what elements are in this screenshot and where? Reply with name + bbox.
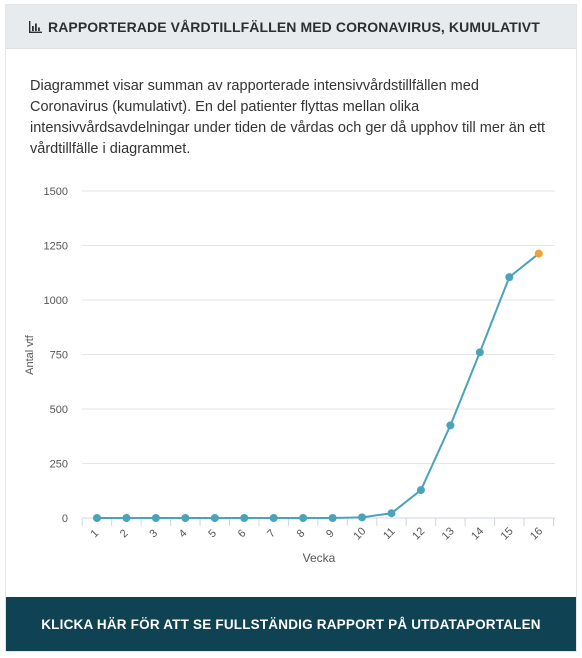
y-tick-label: 1500 <box>44 186 68 198</box>
x-tick-label: 16 <box>528 525 545 542</box>
data-point[interactable] <box>358 513 367 522</box>
data-point[interactable] <box>446 421 455 430</box>
x-tick-label: 5 <box>206 527 219 540</box>
card-title: RAPPORTERADE VÅRDTILLFÄLLEN MED CORONAVI… <box>48 18 540 35</box>
series-points <box>93 249 543 522</box>
data-point[interactable] <box>299 514 308 522</box>
x-tick-label: 13 <box>440 525 457 542</box>
y-tick-label: 500 <box>50 404 68 416</box>
report-card: RAPPORTERADE VÅRDTILLFÄLLEN MED CORONAVI… <box>5 4 577 652</box>
y-axis-ticks: 0 250 500 750 1000 1250 1500 <box>44 186 68 525</box>
data-point[interactable] <box>151 514 160 522</box>
y-tick-label: 1000 <box>44 295 68 307</box>
x-axis: 1 2 3 4 5 6 7 8 9 10 11 12 13 14 15 16 <box>81 518 554 543</box>
x-tick-label: 12 <box>410 525 427 542</box>
data-point[interactable] <box>122 514 131 522</box>
bar-chart-icon <box>29 20 42 33</box>
data-point[interactable] <box>210 514 219 522</box>
data-point[interactable] <box>328 514 337 522</box>
y-axis-label: Antal vtf <box>24 334 36 375</box>
chart-description: Diagrammet visar summan av rapporterade … <box>30 78 546 157</box>
x-tick-label: 10 <box>351 525 368 542</box>
card-header: RAPPORTERADE VÅRDTILLFÄLLEN MED CORONAVI… <box>6 5 576 49</box>
x-tick-label: 2 <box>118 527 131 540</box>
x-tick-label: 1 <box>88 527 101 540</box>
data-point[interactable] <box>269 514 278 522</box>
x-axis-label: Vecka <box>303 551 336 565</box>
data-point-highlighted[interactable] <box>534 249 543 258</box>
data-point[interactable] <box>505 273 514 282</box>
data-point[interactable] <box>181 514 190 522</box>
x-tick-label: 14 <box>469 525 486 542</box>
x-tick-label: 3 <box>147 527 160 540</box>
x-tick-label: 15 <box>499 525 516 542</box>
data-point[interactable] <box>240 514 249 522</box>
series-line <box>97 252 540 519</box>
data-point[interactable] <box>475 348 484 357</box>
y-tick-label: 0 <box>62 513 68 525</box>
y-tick-label: 1250 <box>44 241 68 253</box>
x-tick-label: 4 <box>177 527 190 540</box>
series-line-path <box>97 252 540 519</box>
data-point[interactable] <box>416 486 425 495</box>
x-tick-label: 8 <box>295 527 308 540</box>
data-point[interactable] <box>387 509 396 518</box>
chart-gridlines <box>82 190 555 519</box>
y-tick-label: 750 <box>50 350 68 362</box>
x-tick-label: 11 <box>381 526 398 543</box>
x-tick-label: 7 <box>265 527 278 540</box>
data-point[interactable] <box>93 514 101 522</box>
full-report-button[interactable]: KLICKA HÄR FÖR ATT SE FULLSTÄNDIG RAPPOR… <box>6 597 576 651</box>
x-tick-label: 6 <box>236 527 249 540</box>
y-tick-label: 250 <box>50 459 68 471</box>
x-tick-label: 9 <box>324 527 337 540</box>
